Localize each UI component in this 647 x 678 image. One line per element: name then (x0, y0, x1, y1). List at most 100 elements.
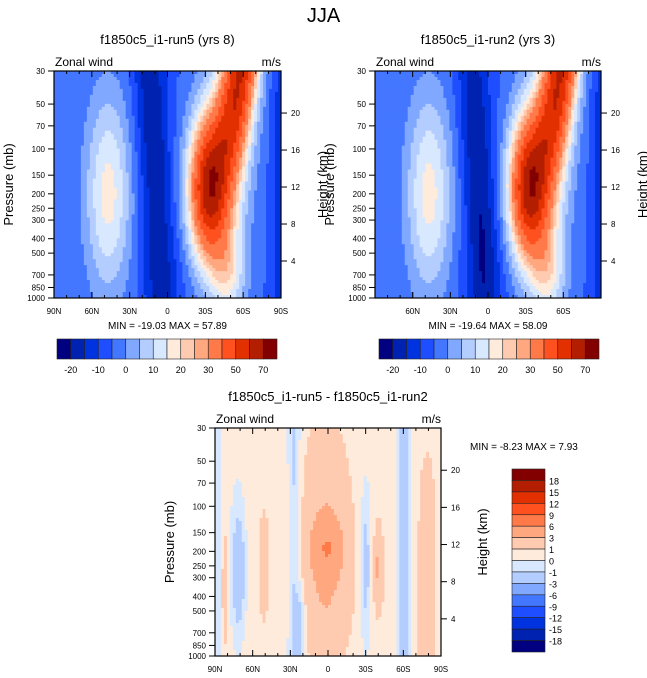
contour-cell (269, 244, 273, 248)
contour-cell (254, 208, 258, 212)
contour-cell (194, 223, 198, 227)
contour-cell (257, 166, 261, 170)
contour-cell (218, 250, 222, 254)
contour-cell (254, 145, 258, 150)
contour-cell (95, 136, 100, 141)
contour-cell (149, 217, 153, 221)
contour-cell (59, 220, 64, 224)
contour-cell (263, 208, 267, 212)
contour-cell (71, 187, 76, 191)
contour-cell (233, 115, 237, 120)
contour-cell (164, 76, 168, 81)
contour-cell (200, 199, 204, 203)
contour-cell (98, 76, 103, 81)
contour-cell (245, 148, 249, 153)
contour-cell (110, 214, 115, 218)
contour-cell (173, 229, 177, 233)
contour-cell (236, 106, 240, 111)
contour-cell (200, 148, 204, 153)
contour-cell (206, 118, 210, 123)
contour-cell (218, 178, 222, 182)
contour-cell (77, 142, 82, 147)
contour-cell (170, 256, 174, 260)
contour-cell (104, 160, 109, 164)
contour-cell (218, 190, 222, 194)
contour-cell (107, 259, 112, 263)
contour-cell (101, 205, 106, 209)
contour-cell (191, 208, 195, 212)
contour-cell (146, 226, 150, 230)
contour-cell (89, 190, 94, 194)
contour-cell (266, 217, 270, 221)
contour-cell (200, 103, 204, 108)
contour-cell (62, 91, 67, 96)
contour-cell (167, 136, 171, 141)
contour-cell (167, 76, 171, 81)
contour-cell (128, 202, 133, 206)
contour-cell (248, 133, 252, 138)
contour-cell (236, 244, 240, 248)
contour-cell (185, 244, 189, 248)
contour-cell (251, 76, 255, 81)
contour-cell (203, 139, 207, 144)
contour-cell (104, 115, 109, 120)
contour-cell (227, 163, 231, 167)
contour-cell (257, 124, 261, 129)
contour-cell (116, 181, 121, 185)
contour-cell (155, 181, 159, 185)
contour-cell (176, 157, 180, 162)
contour-cell (146, 85, 150, 90)
contour-cell (146, 151, 150, 156)
contour-cell (92, 76, 97, 81)
contour-cell (212, 139, 216, 144)
contour-cell (86, 76, 91, 81)
contour-cell (245, 139, 249, 144)
contour-cell (92, 91, 97, 96)
contour-cell (233, 175, 237, 179)
contour-cell (149, 202, 153, 206)
contour-cell (125, 247, 130, 251)
contour-cell (215, 199, 219, 203)
contour-cell (197, 112, 201, 117)
contour-cell (221, 226, 225, 230)
contour-cell (263, 71, 267, 75)
contour-cell (164, 187, 168, 191)
contour-cell (77, 94, 82, 99)
contour-cell (260, 85, 264, 90)
contour-cell (86, 88, 91, 93)
contour-cell (212, 229, 216, 233)
contour-cell (182, 121, 186, 126)
contour-cell (176, 109, 180, 114)
contour-cell (62, 196, 67, 200)
contour-cell (257, 151, 261, 156)
contour-cell (80, 82, 85, 87)
contour-cell (62, 169, 67, 173)
contour-cell (239, 71, 243, 75)
contour-cell (245, 88, 249, 93)
contour-cell (266, 118, 270, 123)
contour-cell (185, 193, 189, 197)
contour-cell (170, 172, 174, 176)
contour-cell (191, 193, 195, 197)
contour-cell (86, 160, 91, 164)
contour-cell (245, 151, 249, 156)
contour-cell (119, 112, 124, 117)
contour-cell (146, 253, 150, 257)
contour-cell (89, 145, 94, 150)
contour-cell (146, 241, 150, 245)
contour-cell (263, 169, 267, 173)
contour-cell (110, 265, 115, 269)
contour-cell (227, 148, 231, 153)
contour-cell (122, 91, 127, 96)
contour-cell (68, 259, 73, 263)
contour-cell (182, 172, 186, 176)
contour-cell (185, 124, 189, 129)
contour-cell (215, 130, 219, 135)
contour-cell (212, 103, 216, 108)
contour-cell (104, 127, 109, 132)
contour-cell (152, 187, 156, 191)
contour-cell (182, 91, 186, 96)
contour-cell (107, 196, 112, 200)
contour-cell (119, 115, 124, 120)
contour-cell (242, 139, 246, 144)
